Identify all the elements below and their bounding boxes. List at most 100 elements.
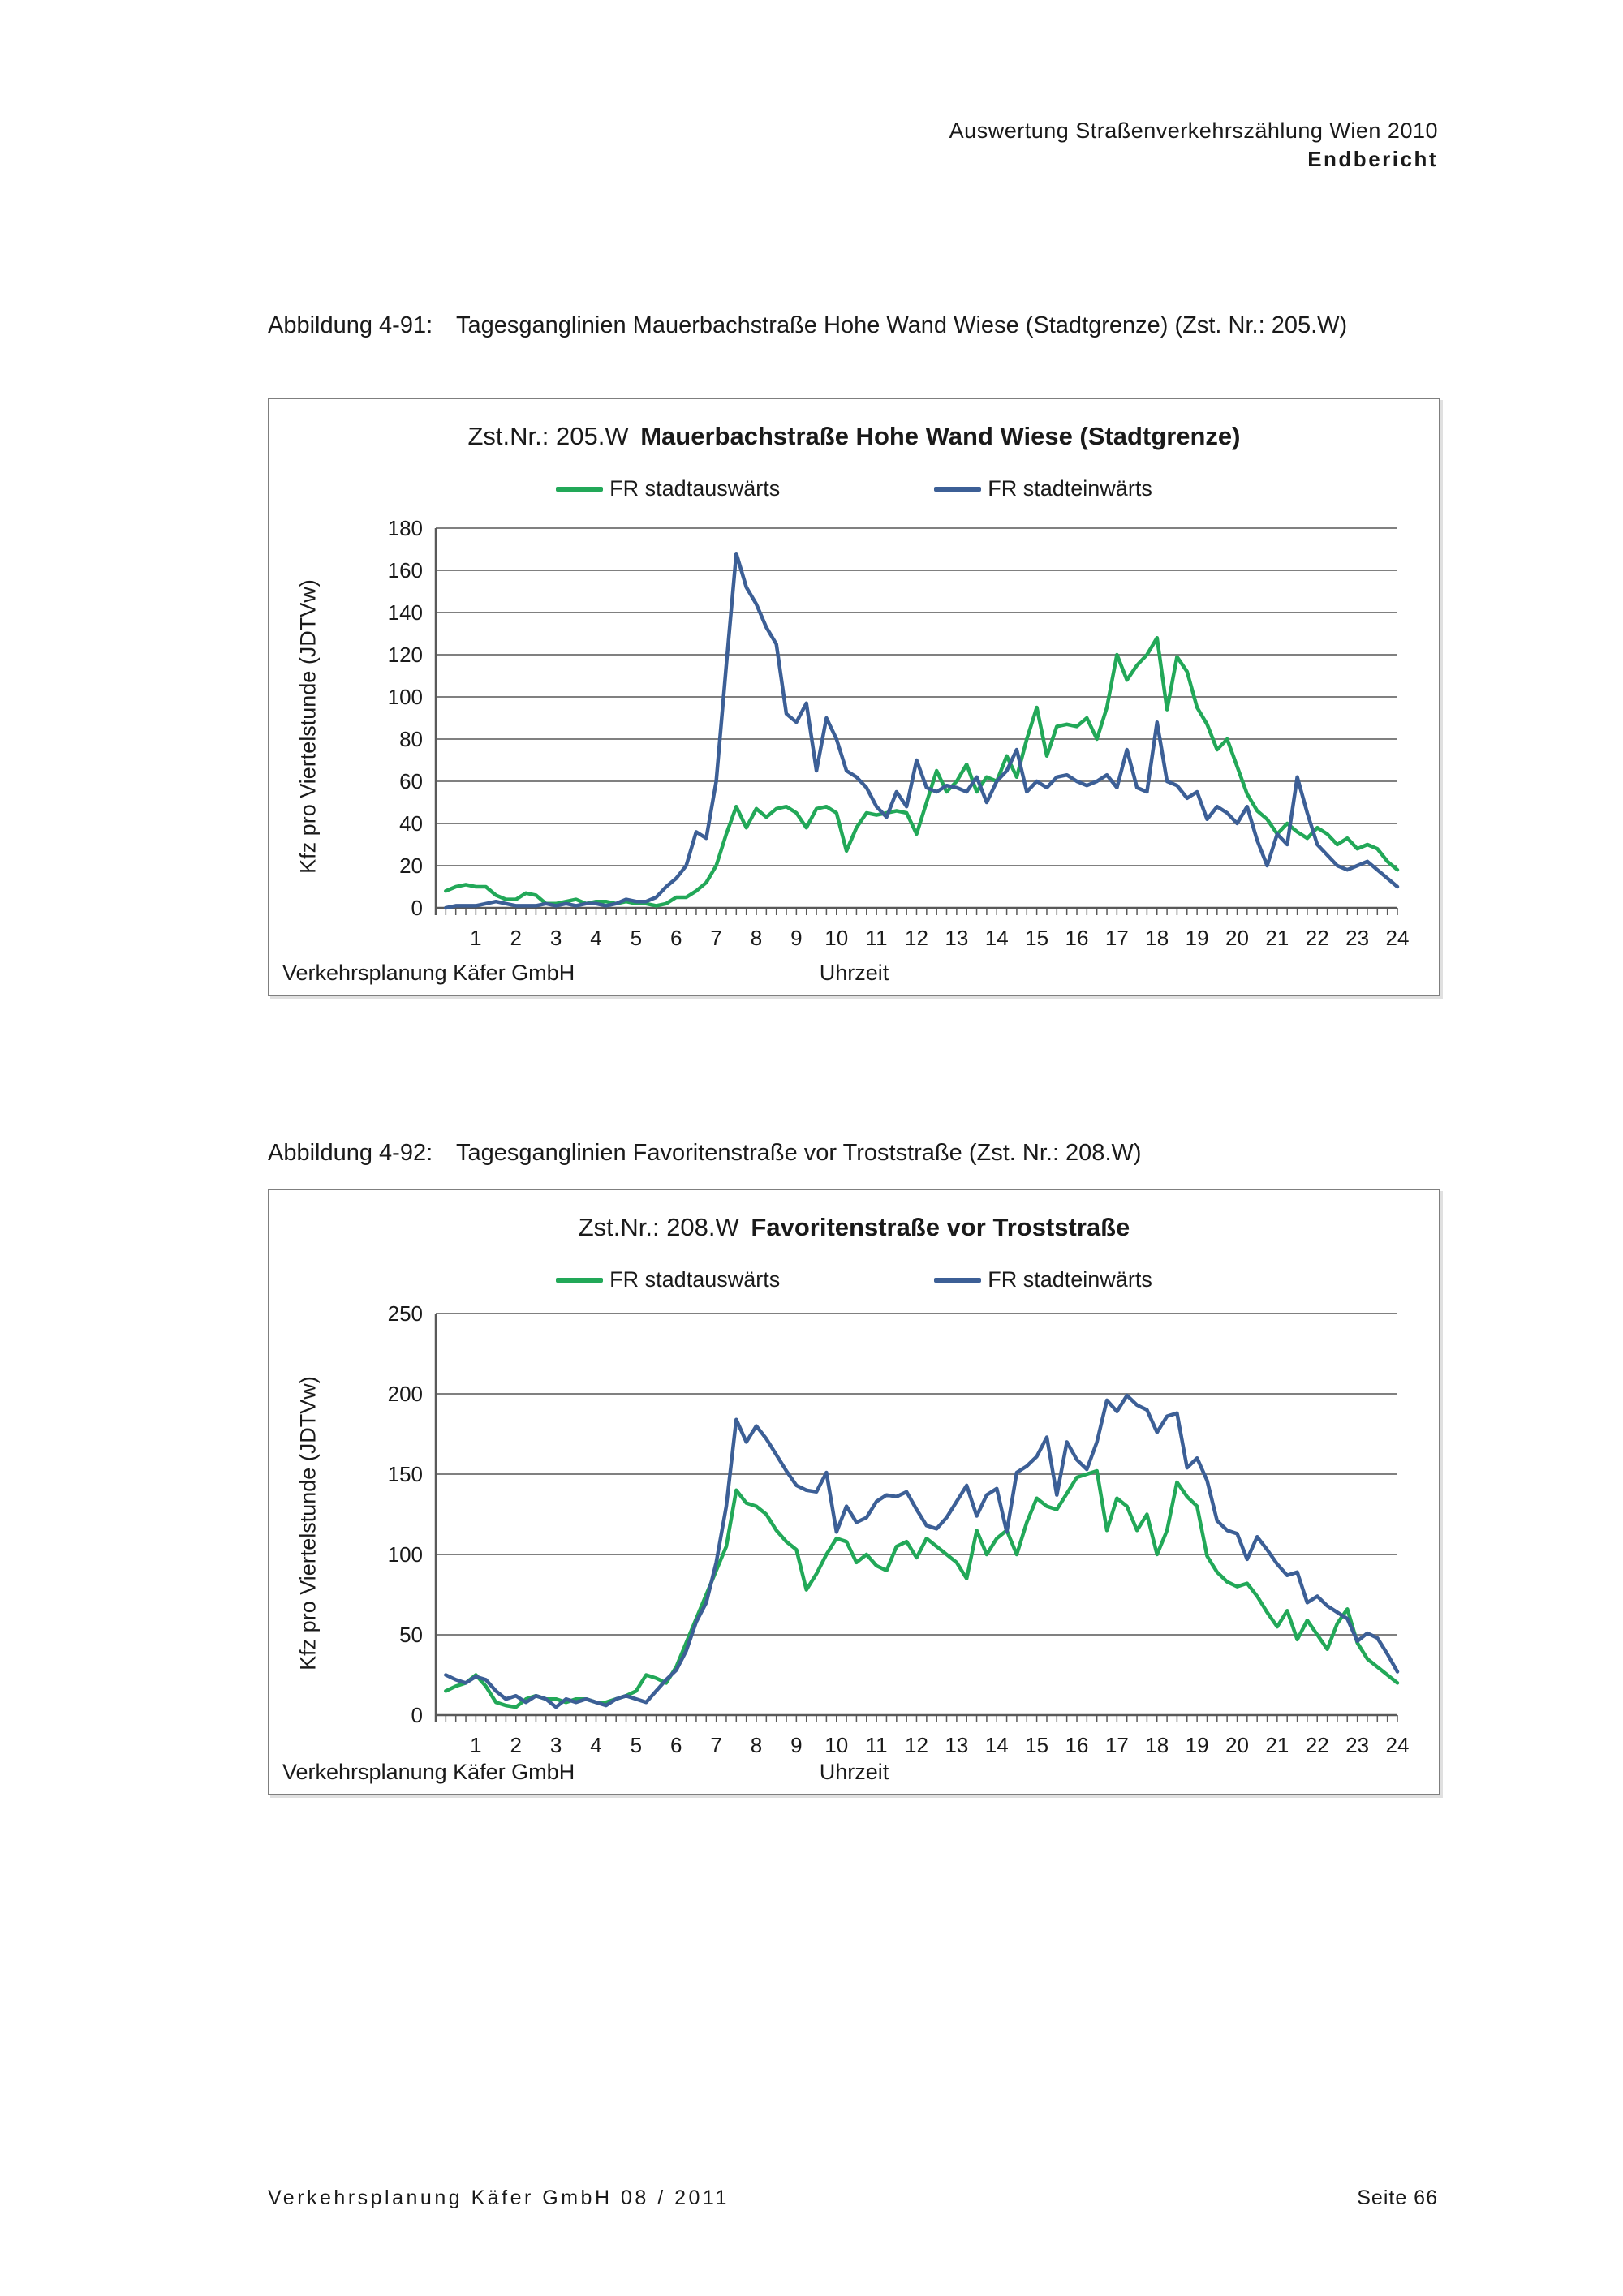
svg-text:3: 3: [550, 1733, 562, 1757]
svg-text:24: 24: [1386, 926, 1410, 950]
svg-text:3: 3: [550, 926, 562, 950]
chart-title-main: Mauerbachstraße Hohe Wand Wiese (Stadtgr…: [640, 422, 1241, 450]
svg-text:200: 200: [388, 1382, 423, 1406]
x-axis-title: Uhrzeit: [819, 961, 889, 985]
chart-title: Zst.Nr.: 205.W Mauerbachstraße Hohe Wand…: [269, 422, 1439, 451]
caption-text: Tagesganglinien Mauerbachstraße Hohe Wan…: [456, 312, 1348, 338]
chart-mauerbachstrasse: 20 40 60 80 100 120 140 160 180 0 1 2 3 4 5 6 7 8 9 10 11 12 1…: [268, 398, 1440, 996]
legend-line-green-icon: [556, 1277, 604, 1283]
svg-text:2: 2: [510, 1733, 522, 1757]
legend-line-blue-icon: [934, 486, 982, 492]
svg-text:15: 15: [1025, 1733, 1048, 1757]
chart-title-prefix: Zst.Nr.: 208.W: [578, 1213, 739, 1241]
legend-label: FR stadteinwärts: [988, 476, 1152, 501]
chart-title-main: Favoritenstraße vor Troststraße: [751, 1213, 1130, 1241]
svg-text:60: 60: [399, 769, 423, 793]
svg-text:23: 23: [1345, 926, 1369, 950]
svg-text:22: 22: [1306, 1733, 1329, 1757]
y-axis-title: Kfz pro Viertelstunde (JDTVw): [295, 1376, 321, 1670]
legend-line-green-icon: [556, 486, 604, 492]
svg-text:21: 21: [1265, 1733, 1289, 1757]
svg-text:10: 10: [824, 1733, 848, 1757]
svg-text:80: 80: [399, 727, 423, 751]
svg-text:2: 2: [510, 926, 522, 950]
svg-text:180: 180: [388, 516, 423, 540]
svg-text:1: 1: [470, 1733, 481, 1757]
legend-item-stadteinwaerts: FR stadteinwärts: [934, 476, 1152, 501]
chart-source-note: Verkehrsplanung Käfer GmbH: [282, 961, 575, 985]
svg-text:8: 8: [751, 926, 762, 950]
svg-text:50: 50: [399, 1623, 423, 1647]
legend-label: FR stadtauswärts: [609, 1267, 781, 1292]
svg-text:13: 13: [945, 1733, 968, 1757]
y-axis-title: Kfz pro Viertelstunde (JDTVw): [295, 579, 321, 874]
svg-text:19: 19: [1186, 926, 1209, 950]
svg-text:11: 11: [866, 926, 888, 950]
svg-text:21: 21: [1265, 926, 1289, 950]
svg-text:14: 14: [985, 926, 1009, 950]
header-title: Auswertung Straßenverkehrszählung Wien 2…: [949, 118, 1438, 143]
svg-text:150: 150: [388, 1462, 423, 1486]
svg-text:4: 4: [590, 1733, 601, 1757]
svg-text:13: 13: [945, 926, 968, 950]
svg-text:1: 1: [470, 926, 481, 950]
figure-caption-4-92: Abbildung 4-92: Tagesganglinien Favorite…: [268, 1134, 1440, 1172]
svg-text:9: 9: [790, 1733, 802, 1757]
page-header: Auswertung Straßenverkehrszählung Wien 2…: [949, 116, 1438, 174]
svg-text:24: 24: [1386, 1733, 1410, 1757]
x-axis-title: Uhrzeit: [819, 1760, 889, 1784]
svg-text:0: 0: [411, 896, 423, 920]
svg-text:20: 20: [399, 853, 423, 878]
svg-text:160: 160: [388, 558, 423, 583]
svg-text:10: 10: [824, 926, 848, 950]
svg-text:17: 17: [1105, 1733, 1129, 1757]
legend-item-stadteinwaerts: FR stadteinwärts: [934, 1267, 1152, 1292]
svg-text:8: 8: [751, 1733, 762, 1757]
chart-title-prefix: Zst.Nr.: 205.W: [467, 422, 629, 450]
legend-label: FR stadteinwärts: [988, 1267, 1152, 1292]
svg-text:22: 22: [1306, 926, 1329, 950]
svg-text:9: 9: [790, 926, 802, 950]
svg-text:0: 0: [411, 1703, 423, 1727]
caption-label: Abbildung 4-92:: [268, 1140, 433, 1166]
chart-legend: FR stadtauswärts FR stadteinwärts: [269, 476, 1439, 501]
legend-line-blue-icon: [934, 1277, 982, 1283]
svg-text:11: 11: [866, 1733, 888, 1757]
svg-text:19: 19: [1186, 1733, 1209, 1757]
page-footer-company: Verkehrsplanung Käfer GmbH 08 / 2011: [268, 2186, 730, 2209]
svg-text:12: 12: [905, 926, 928, 950]
svg-text:23: 23: [1345, 1733, 1369, 1757]
svg-text:100: 100: [388, 685, 423, 709]
legend-label: FR stadtauswärts: [609, 476, 781, 501]
svg-text:5: 5: [631, 926, 642, 950]
svg-text:15: 15: [1025, 926, 1048, 950]
svg-text:6: 6: [670, 1733, 682, 1757]
svg-text:14: 14: [985, 1733, 1009, 1757]
svg-text:20: 20: [1225, 926, 1249, 950]
legend-item-stadtauswaerts: FR stadtauswärts: [556, 476, 780, 501]
svg-text:40: 40: [399, 811, 423, 836]
svg-text:18: 18: [1145, 926, 1169, 950]
header-subtitle: Endbericht: [1307, 147, 1438, 172]
caption-label: Abbildung 4-91:: [268, 312, 433, 338]
svg-text:7: 7: [710, 1733, 721, 1757]
svg-text:12: 12: [905, 1733, 928, 1757]
caption-text: Tagesganglinien Favoritenstraße vor Tros…: [456, 1140, 1142, 1166]
page-number: Seite 66: [1357, 2186, 1438, 2209]
svg-text:250: 250: [388, 1301, 423, 1326]
chart-legend: FR stadtauswärts FR stadteinwärts: [269, 1267, 1439, 1292]
svg-text:120: 120: [388, 643, 423, 667]
svg-text:17: 17: [1105, 926, 1129, 950]
chart-source-note: Verkehrsplanung Käfer GmbH: [282, 1760, 575, 1784]
svg-text:20: 20: [1225, 1733, 1249, 1757]
svg-text:6: 6: [670, 926, 682, 950]
svg-text:140: 140: [388, 600, 423, 625]
svg-text:4: 4: [590, 926, 601, 950]
svg-text:7: 7: [710, 926, 721, 950]
chart-favoritenstrasse: 50 100 150 200 250 0 1 2 3 4 5 6 7 8 9 10 11 12 13 14 15 16 17…: [268, 1189, 1440, 1795]
svg-text:5: 5: [631, 1733, 642, 1757]
svg-text:100: 100: [388, 1542, 423, 1567]
